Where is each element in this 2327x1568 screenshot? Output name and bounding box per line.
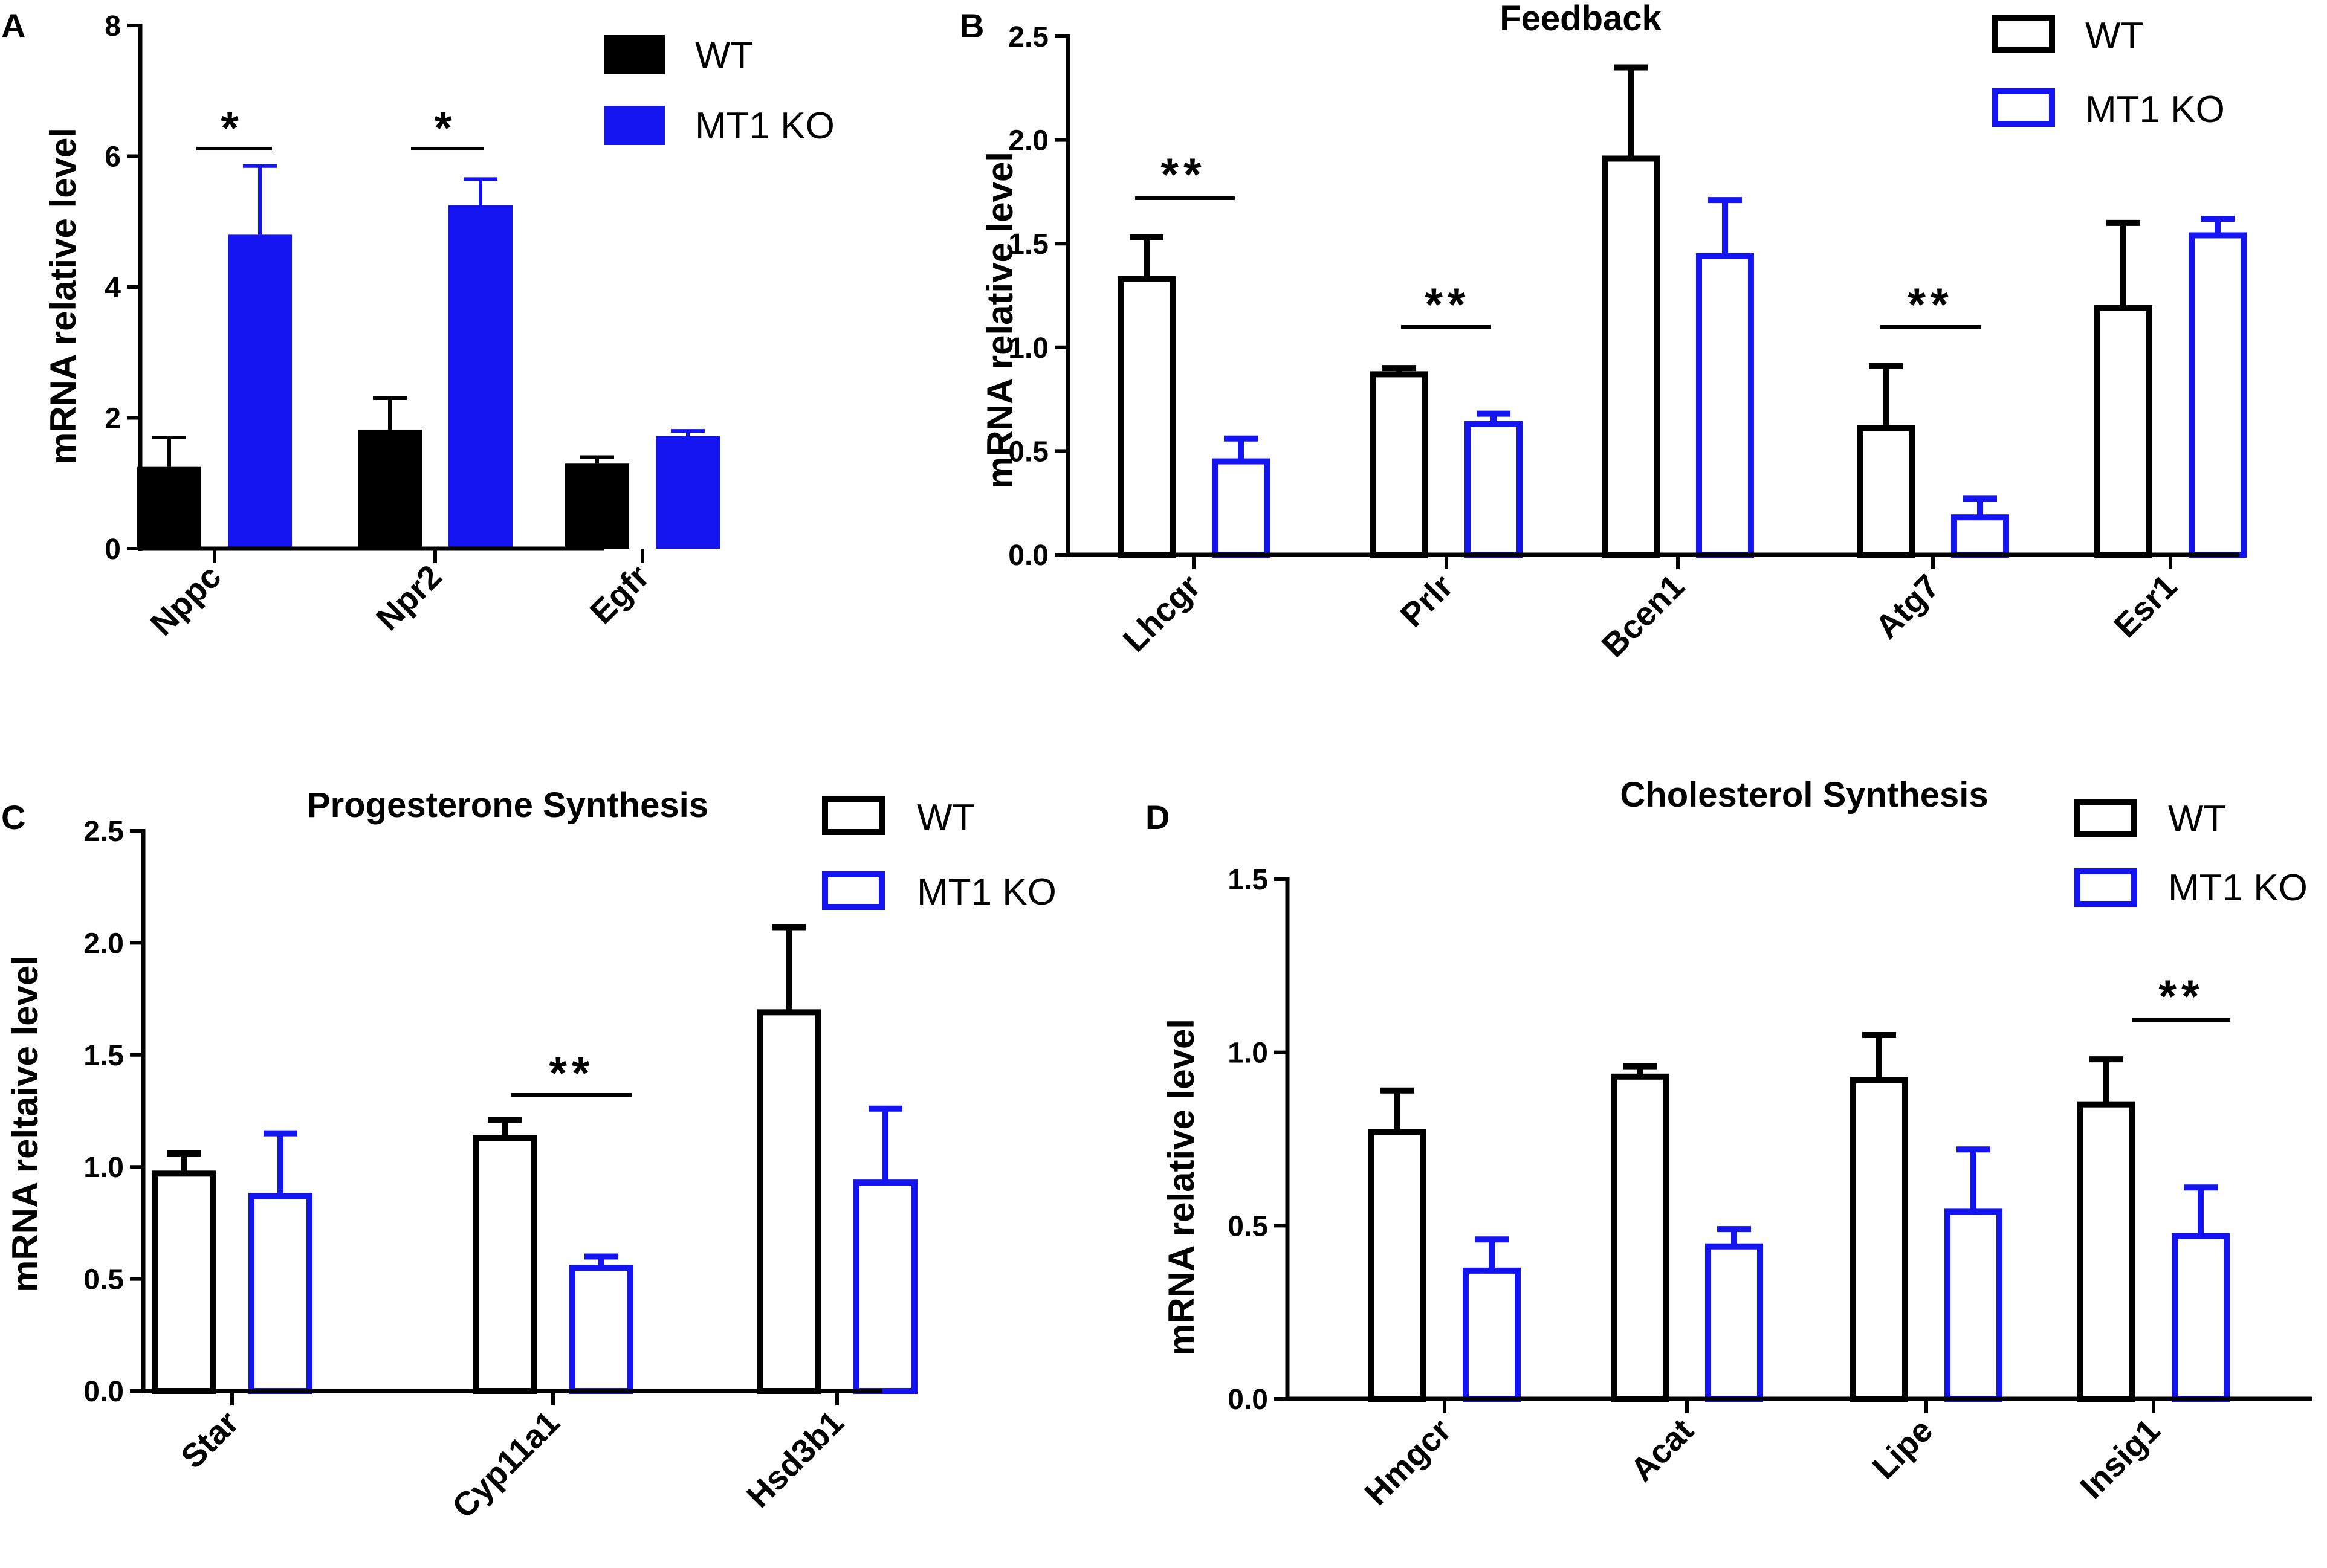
- c-y-tick-label-3: 1.5: [83, 1040, 124, 1072]
- panel-d-legend-wt-swatch: [2074, 799, 2137, 837]
- panel-a-legend-ko-label: MT1 KO: [695, 105, 835, 147]
- a-bar-wt-0: [137, 466, 201, 549]
- c-bar-wt-0: [152, 1170, 216, 1394]
- panel-d-title: Cholesterol Synthesis: [1620, 775, 1988, 815]
- b-y-tick-label-3: 1.5: [1008, 228, 1049, 260]
- panel-c-legend-ko-swatch: [822, 871, 885, 910]
- d-bar-wt-3: [2077, 1101, 2135, 1402]
- d-significance-label-0: **: [2158, 971, 2204, 1022]
- d-bar-wt-0: [1368, 1129, 1426, 1402]
- panel-b-title: Feedback: [1500, 0, 1662, 38]
- d-y-tick-label-2: 1.0: [1228, 1037, 1268, 1070]
- c-y-tick-label-5: 2.5: [83, 816, 124, 848]
- b-bar-ko-4: [2189, 232, 2247, 558]
- panel-b-letter: B: [960, 7, 984, 45]
- b-y-tick-label-2: 1.0: [1008, 332, 1049, 364]
- b-bar-ko-2: [1696, 253, 1754, 558]
- panel-b-legend-ko-label: MT1 KO: [2085, 89, 2225, 131]
- panel-b-legend: WT MT1 KO: [1992, 15, 2225, 131]
- panel-a-legend: WT MT1 KO: [604, 34, 835, 147]
- c-y-tick-label-2: 1.0: [83, 1152, 124, 1184]
- c-bar-wt-1: [473, 1134, 537, 1394]
- panel-d-letter: D: [1145, 798, 1170, 836]
- c-y-tick-label-4: 2.0: [83, 928, 124, 960]
- b-significance-label-0: **: [1160, 149, 1206, 201]
- c-y-tick-label-1: 0.5: [83, 1264, 124, 1296]
- c-bar-ko-2: [853, 1179, 918, 1394]
- a-bar-wt-2: [565, 463, 629, 549]
- panel-a-legend-ko-swatch: [604, 106, 665, 145]
- b-bar-wt-3: [1857, 425, 1915, 558]
- panel-c-legend-wt-swatch: [822, 796, 885, 835]
- panel-d-legend-ko-label: MT1 KO: [2168, 867, 2308, 909]
- panel-a-legend-wt-swatch: [604, 35, 665, 74]
- c-y-tick-label-0: 0.0: [83, 1376, 124, 1408]
- a-bar-ko-1: [448, 205, 513, 549]
- b-bar-wt-4: [2094, 305, 2152, 558]
- a-significance-label-0: *: [221, 103, 244, 154]
- panel-b-legend-ko-swatch: [1992, 88, 2055, 127]
- panel-d-y-axis-label: mRNA relative level: [1161, 1019, 1202, 1356]
- d-bar-ko-1: [1705, 1243, 1763, 1402]
- panel-c-legend-wt-label: WT: [917, 797, 975, 839]
- b-y-tick-label-5: 2.5: [1008, 21, 1049, 53]
- a-y-tick-label-2: 4: [105, 272, 121, 304]
- panel-a-y-axis-label: mRNA relative level: [43, 127, 83, 465]
- d-y-tick-label-1: 0.5: [1228, 1210, 1268, 1242]
- panel-b-legend-wt-swatch: [1992, 15, 2055, 53]
- panel-c: C Progesterone Synthesis mRNA reltaive l…: [1, 786, 1057, 1525]
- b-bar-wt-1: [1370, 371, 1428, 558]
- d-bar-ko-3: [2172, 1233, 2230, 1402]
- a-y-tick-label-0: 0: [105, 534, 121, 566]
- panel-b-legend-wt-label: WT: [2085, 15, 2143, 57]
- a-bar-ko-2: [656, 436, 720, 549]
- panel-d-legend-ko-swatch: [2074, 868, 2137, 907]
- b-bar-ko-0: [1212, 458, 1270, 558]
- b-y-tick-label-0: 0.0: [1008, 540, 1049, 572]
- panel-a-letter: A: [1, 7, 25, 45]
- b-significance-label-1: **: [1425, 279, 1470, 331]
- d-y-tick-label-0: 0.0: [1228, 1384, 1268, 1416]
- c-bar-wt-2: [757, 1009, 821, 1394]
- b-bar-wt-0: [1118, 276, 1176, 558]
- c-bar-ko-1: [569, 1265, 633, 1395]
- d-y-tick-label-3: 1.5: [1228, 864, 1268, 896]
- d-bar-wt-1: [1611, 1073, 1669, 1402]
- b-y-tick-label-1: 0.5: [1008, 436, 1049, 468]
- c-significance-label-0: **: [549, 1048, 594, 1099]
- b-bar-wt-2: [1602, 155, 1660, 558]
- c-bar-ko-0: [248, 1193, 312, 1395]
- d-bar-wt-2: [1850, 1077, 1908, 1402]
- panel-d-legend-wt-label: WT: [2168, 798, 2226, 840]
- a-bar-ko-0: [228, 234, 292, 549]
- b-bar-ko-1: [1464, 421, 1523, 558]
- panel-a-legend-wt-label: WT: [695, 34, 753, 76]
- panel-c-title: Progesterone Synthesis: [307, 786, 708, 825]
- b-y-tick-label-4: 2.0: [1008, 125, 1049, 157]
- panel-c-legend: WT MT1 KO: [822, 796, 1057, 913]
- d-bar-ko-2: [1944, 1208, 2002, 1402]
- panel-d-legend: WT MT1 KO: [2074, 798, 2308, 909]
- panel-d: D Cholesterol Synthesis mRNA relative le…: [1145, 775, 2312, 1512]
- a-bar-wt-1: [358, 429, 422, 549]
- a-y-tick-label-4: 8: [105, 10, 121, 42]
- panel-c-y-axis-label: mRNA reltaive level: [5, 955, 45, 1292]
- panel-c-letter: C: [1, 798, 25, 836]
- panel-b: B Feedback mRNA relative level 0.0 0.5 1.0…: [960, 0, 2247, 664]
- panel-c-legend-ko-label: MT1 KO: [917, 871, 1057, 913]
- d-bar-ko-0: [1463, 1267, 1521, 1402]
- b-bar-ko-3: [1951, 514, 2009, 558]
- a-y-tick-label-3: 6: [105, 141, 121, 173]
- panel-b-y-axis-label: mRNA relative level: [980, 152, 1020, 489]
- a-y-tick-label-1: 2: [105, 403, 121, 435]
- a-significance-label-1: *: [434, 103, 457, 154]
- b-significance-label-2: **: [1908, 279, 1953, 331]
